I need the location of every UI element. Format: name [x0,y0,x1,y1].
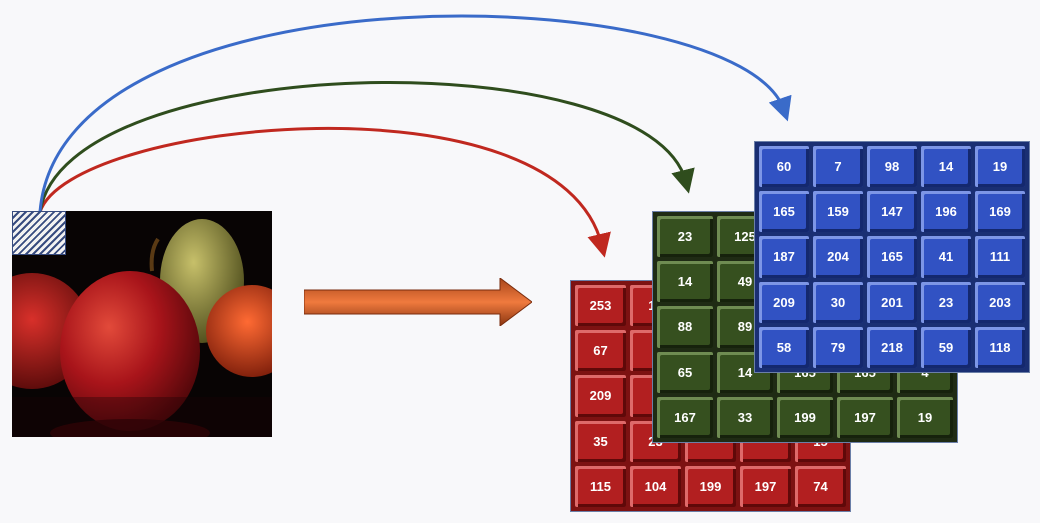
red-pixel-cell: 209 [575,375,626,417]
green-pixel-cell: 167 [657,396,713,438]
blue-pixel-cell: 14 [921,146,971,188]
green-pixel-cell: 23 [657,216,713,258]
blue-pixel-cell: 23 [921,281,971,323]
green-pixel-cell: 14 [657,261,713,303]
blue-pixel-cell: 7 [813,146,863,188]
green-pixel-cell: 33 [717,396,773,438]
blue-pixel-cell: 58 [759,326,809,368]
blue-pixel-cell: 165 [759,191,809,233]
red-pixel-cell: 74 [795,465,846,507]
blue-pixel-cell: 30 [813,281,863,323]
green-pixel-cell: 65 [657,351,713,393]
blue-pixel-cell: 79 [813,326,863,368]
red-pixel-cell: 197 [740,465,791,507]
red-pixel-cell: 35 [575,420,626,462]
blue-pixel-cell: 111 [975,236,1025,278]
blue-pixel-cell: 118 [975,326,1025,368]
red-pixel-cell: 253 [575,285,626,327]
blue-pixel-cell: 19 [975,146,1025,188]
red-pixel-cell: 104 [630,465,681,507]
blue-pixel-cell: 59 [921,326,971,368]
blue-pixel-cell: 165 [867,236,917,278]
blue-channel-matrix: 60 7 98 14 19 165 159 147 196 169 187 204 165 41 111 20… [754,141,1030,373]
apple-photo [12,211,272,437]
green-pixel-cell: 197 [837,396,893,438]
red-pixel-cell: 115 [575,465,626,507]
blue-channel-arrow [38,14,792,213]
blue-pixel-cell: 169 [975,191,1025,233]
blue-pixel-cell: 159 [813,191,863,233]
red-channel-arrow [38,127,611,258]
blue-pixel-cell: 60 [759,146,809,188]
green-pixel-cell: 19 [897,396,953,438]
blue-pixel-cell: 187 [759,236,809,278]
green-pixel-cell: 199 [777,396,833,438]
red-pixel-cell: 67 [575,330,626,372]
green-pixel-cell: 88 [657,306,713,348]
blue-pixel-cell: 203 [975,281,1025,323]
blue-pixel-cell: 201 [867,281,917,323]
blue-pixel-cell: 147 [867,191,917,233]
blue-pixel-cell: 98 [867,146,917,188]
blue-pixel-cell: 204 [813,236,863,278]
right-arrow-icon [304,278,532,326]
green-channel-arrow [38,81,695,213]
blue-pixel-cell: 218 [867,326,917,368]
blue-pixel-cell: 209 [759,281,809,323]
blue-pixel-cell: 196 [921,191,971,233]
selected-pixel-marker [12,211,66,255]
red-pixel-cell: 199 [685,465,736,507]
blue-pixel-cell: 41 [921,236,971,278]
